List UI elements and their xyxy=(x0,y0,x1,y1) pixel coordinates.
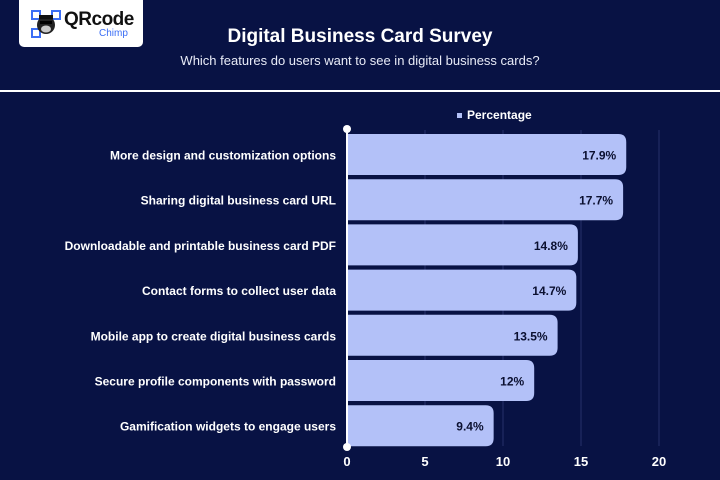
divider xyxy=(0,90,720,92)
monkey-logo-icon xyxy=(31,10,61,38)
axis-origin-dot xyxy=(343,443,351,451)
legend-label: Percentage xyxy=(467,108,532,122)
bar xyxy=(347,179,624,221)
legend: Percentage xyxy=(457,108,532,122)
legend-swatch xyxy=(457,112,462,118)
bar xyxy=(347,134,627,175)
category-label: Gamification widgets to engage users xyxy=(120,420,336,434)
x-tick-label: 20 xyxy=(652,454,666,469)
bar xyxy=(347,224,578,266)
data-label: 17.9% xyxy=(582,149,616,163)
x-tick-label: 5 xyxy=(421,454,428,469)
data-label: 13.5% xyxy=(514,329,548,343)
category-label: More design and customization options xyxy=(110,149,336,163)
bar xyxy=(347,360,535,401)
data-label: 9.4% xyxy=(456,420,484,434)
category-label: Downloadable and printable business card… xyxy=(65,239,336,253)
chart-subtitle: Which features do users want to see in d… xyxy=(180,53,540,68)
logo-subtext: Chimp xyxy=(99,28,128,39)
bar xyxy=(347,269,577,311)
category-label: Secure profile components with password xyxy=(95,375,336,389)
data-label: 14.8% xyxy=(534,239,568,253)
category-label: Contact forms to collect user data xyxy=(142,284,336,298)
category-label: Mobile app to create digital business ca… xyxy=(91,329,337,343)
axis-end-dot xyxy=(343,125,351,133)
category-label: Sharing digital business card URL xyxy=(141,194,336,208)
x-tick-label: 10 xyxy=(496,454,510,469)
bar xyxy=(347,405,494,447)
logo-text: QRcode xyxy=(64,9,134,30)
data-label: 12% xyxy=(500,375,524,389)
chart-title: Digital Business Card Survey xyxy=(227,26,493,47)
x-tick-label: 0 xyxy=(343,454,350,469)
x-tick-label: 15 xyxy=(574,454,588,469)
data-label: 17.7% xyxy=(579,194,613,208)
qrcodechimp-logo: QRcode Chimp xyxy=(19,0,143,47)
bar xyxy=(347,314,558,356)
data-label: 14.7% xyxy=(532,284,566,298)
